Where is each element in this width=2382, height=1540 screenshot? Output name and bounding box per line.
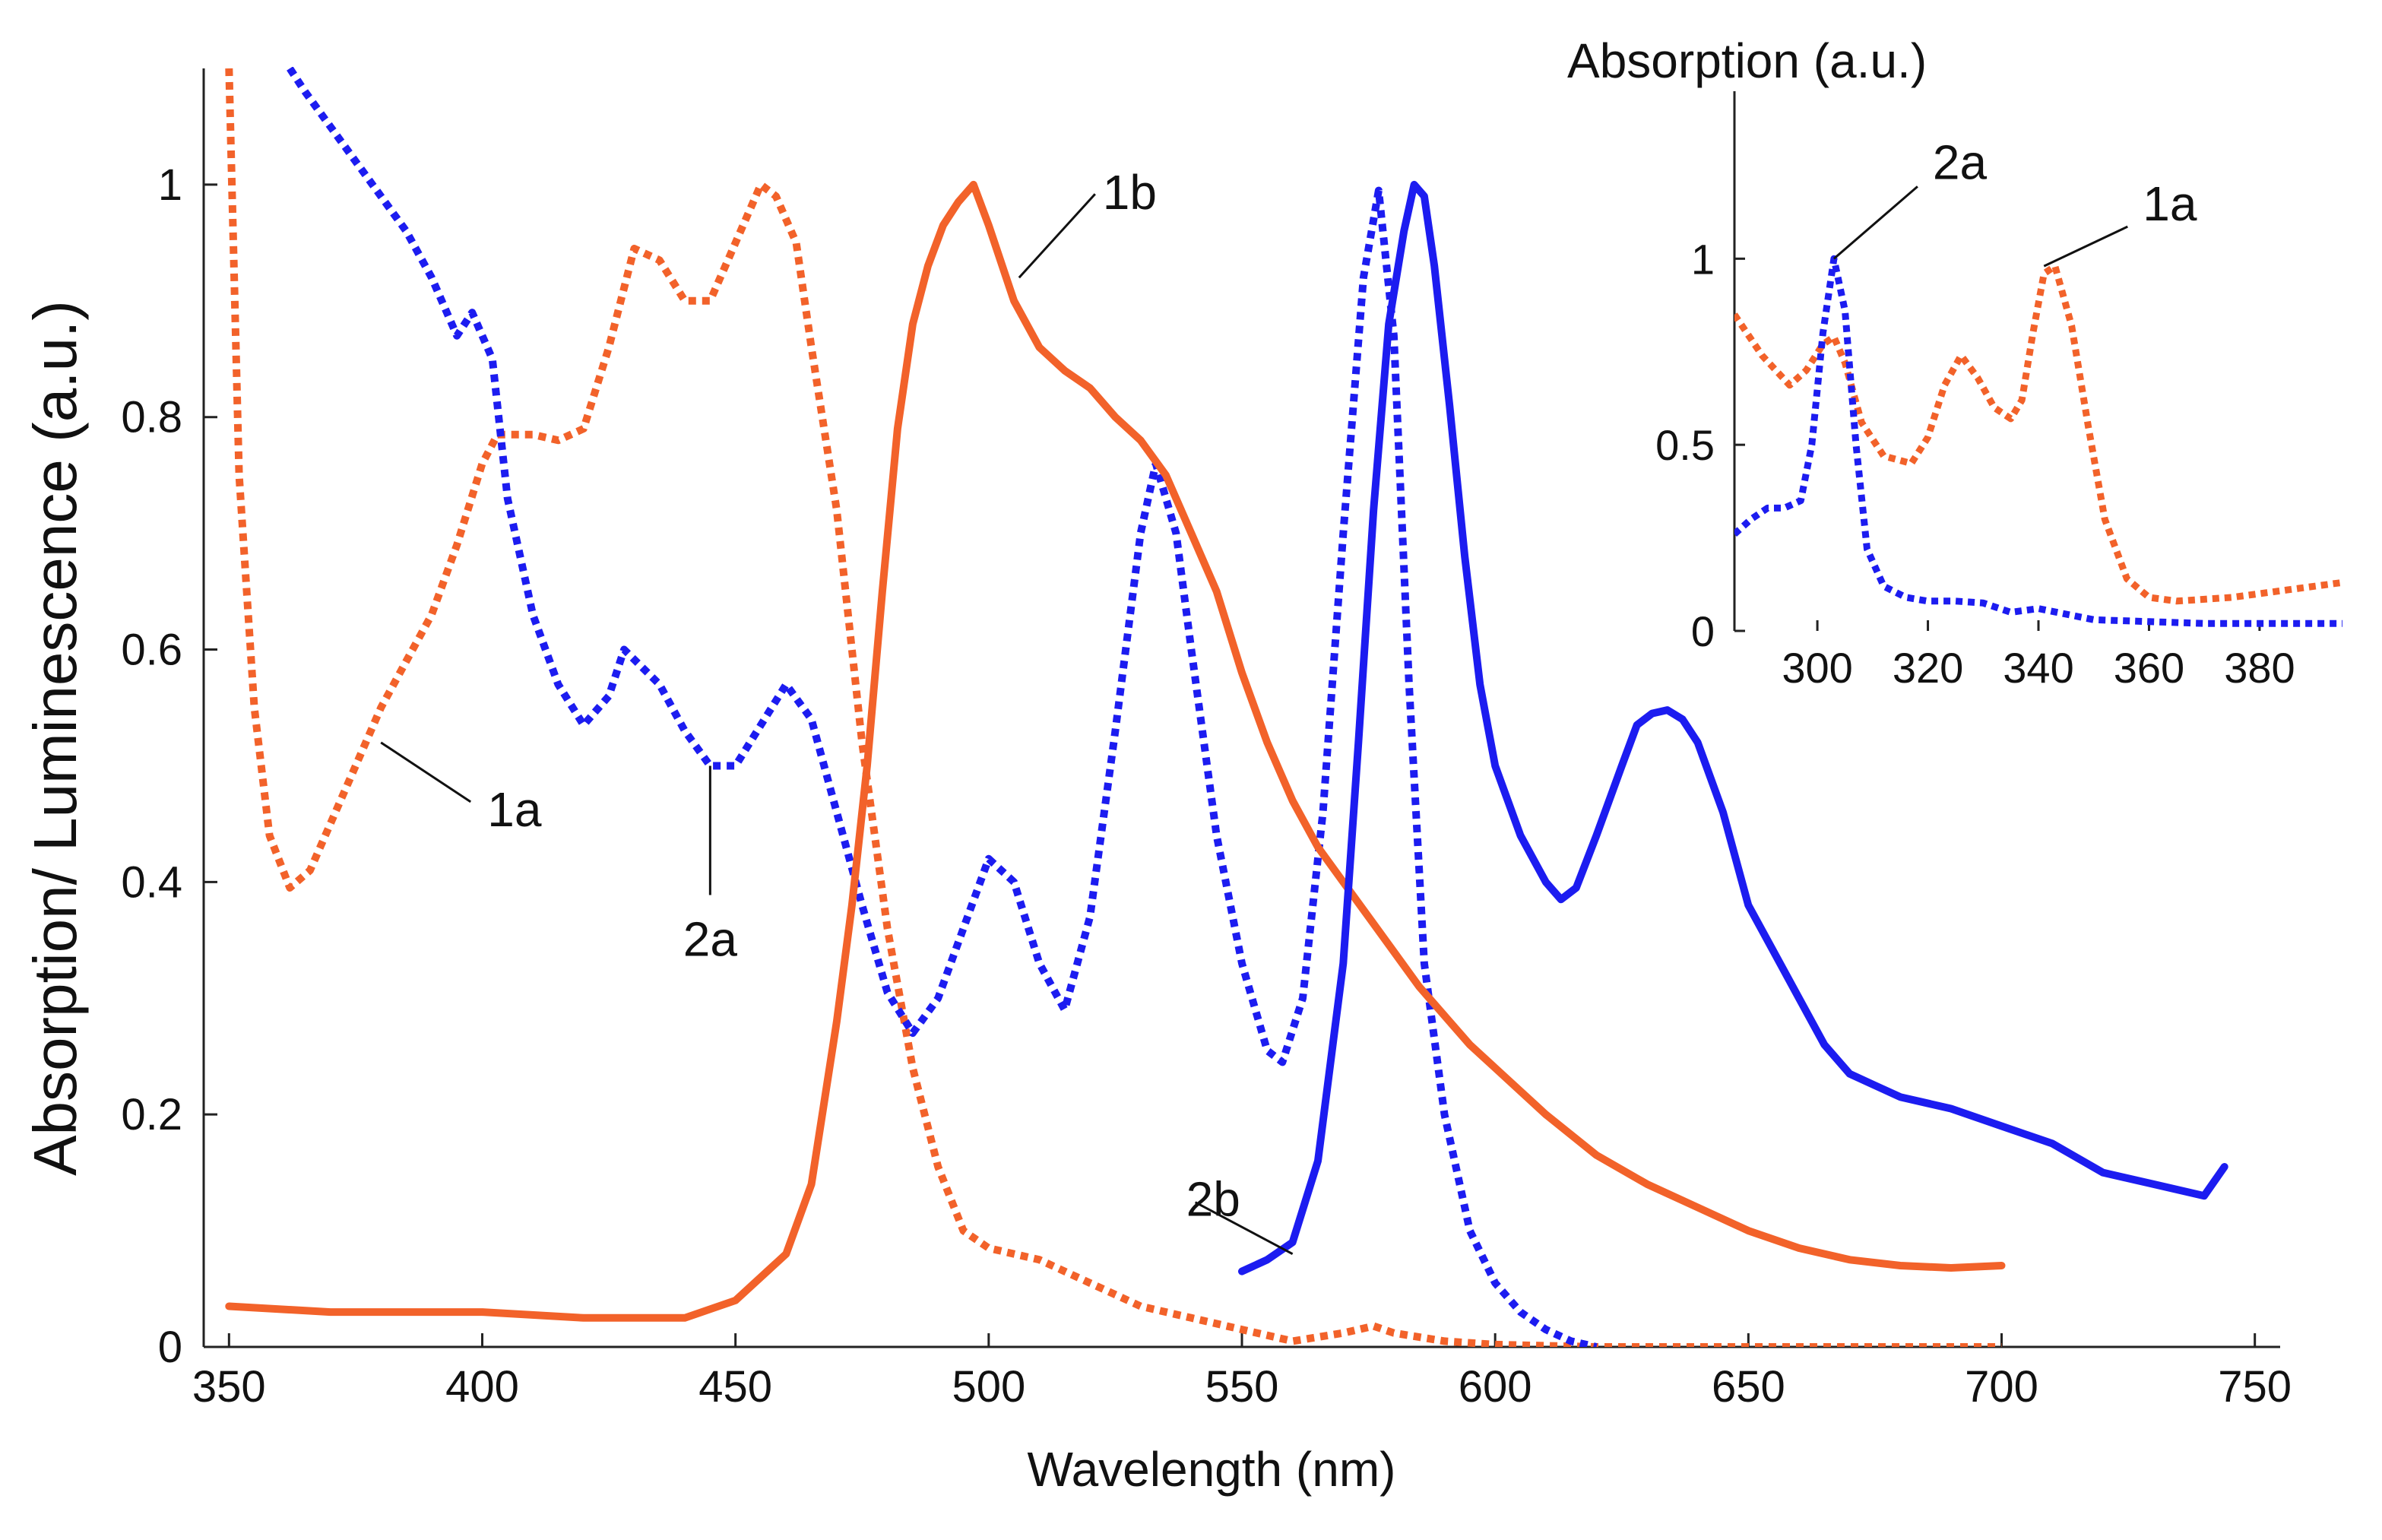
main-plot-area: 350 400 450 500 550 600 650 700 750 0 0.2 0.4 0.6 0.8… <box>21 67 2292 1497</box>
main-series-1b-solid-line <box>225 180 2006 1322</box>
main-x-tick-label: 750 <box>2218 1362 2292 1412</box>
main-x-tick-label: 650 <box>1712 1362 1785 1412</box>
main-x-axis-title: Wavelength (nm) <box>1028 1442 1396 1497</box>
inset-y-tick-label: 0.5 <box>1655 421 1715 469</box>
main-annotation-label-2b: 2b <box>1186 1172 1240 1227</box>
inset-annotation-label-2a: 2a <box>1933 135 1988 189</box>
inset-x-tick-label: 300 <box>1782 644 1852 692</box>
inset-x-tick-label: 340 <box>2003 644 2073 692</box>
main-annotation-leader-1a <box>380 741 472 803</box>
main-series-2a-dotted-line <box>287 67 1598 1347</box>
main-annotation-leader-1b <box>1018 193 1096 279</box>
inset-annotation-label-1a: 1a <box>2143 176 2197 231</box>
main-x-tick-label: 550 <box>1205 1362 1279 1412</box>
inset-y-tick-label: 0 <box>1691 607 1715 655</box>
inset-x-tick-label: 360 <box>2114 644 2184 692</box>
main-y-tick-label: 0.6 <box>121 626 182 675</box>
main-annotation-label-2a: 2a <box>683 911 738 966</box>
inset-x-tick-label: 380 <box>2224 644 2295 692</box>
inset-y-tick-label: 1 <box>1691 235 1715 283</box>
main-y-tick-label: 0.2 <box>121 1090 182 1139</box>
inset-series-2a-dotted-line <box>1734 255 2342 627</box>
main-x-tick-label: 400 <box>445 1362 519 1412</box>
main-y-axis-title: Absorption/ Luminescence (a.u.) <box>21 300 89 1176</box>
main-x-tick-label: 500 <box>952 1362 1025 1412</box>
main-annotation-label-1b: 1b <box>1103 165 1157 220</box>
inset-y-axis-title: Absorption (a.u.) <box>1567 33 1927 88</box>
main-x-tick-label: 450 <box>698 1362 772 1412</box>
inset-plot-area: 300 320 340 360 380 0 0.5 1 Absorption (a.u.)2a 1… <box>1567 33 2342 692</box>
main-y-tick-label: 0.8 <box>121 393 182 442</box>
inset-annotation-leader-1a <box>2043 225 2128 268</box>
main-annotation-leader-2b <box>1194 1201 1294 1255</box>
inset-x-tick-label: 320 <box>1893 644 1963 692</box>
main-series-2b-solid-line <box>1238 180 2228 1275</box>
main-x-tick-label: 600 <box>1459 1362 1532 1412</box>
main-x-tick-label: 350 <box>192 1362 266 1412</box>
inset-series-1a-dotted-line <box>1734 262 2342 605</box>
main-series-1a-dotted-line <box>225 68 2002 1347</box>
main-y-tick-label: 0.4 <box>121 857 182 907</box>
main-x-tick-label: 700 <box>1965 1362 2038 1412</box>
inset-annotation-leader-2a <box>1832 185 1918 260</box>
main-annotation-label-1a: 1a <box>487 782 542 837</box>
main-y-tick-label: 1 <box>158 160 182 210</box>
main-y-tick-label: 0 <box>158 1323 182 1372</box>
